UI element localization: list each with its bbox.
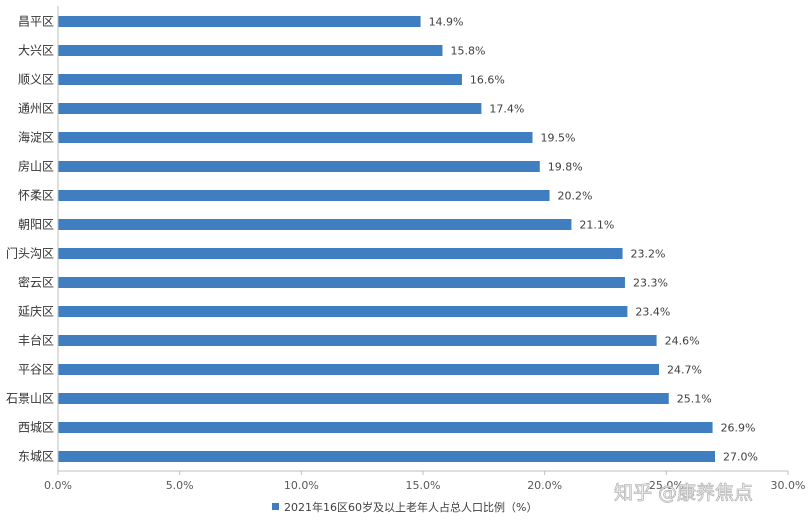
- bar: [58, 45, 443, 56]
- category-label: 昌平区: [18, 15, 54, 29]
- x-tick-label: 20.0%: [527, 479, 562, 492]
- bar: [58, 393, 669, 404]
- data-label: 14.9%: [429, 16, 464, 29]
- category-label: 平谷区: [18, 363, 54, 377]
- category-label: 石景山区: [6, 392, 54, 406]
- legend: 2021年16区60岁及以上老年人占总人口比例（%）: [272, 500, 537, 514]
- data-label: 15.8%: [450, 45, 485, 58]
- data-label: 20.2%: [558, 190, 593, 203]
- data-label: 26.9%: [721, 422, 756, 435]
- bar: [58, 132, 533, 143]
- bar: [58, 335, 657, 346]
- x-tick-label: 15.0%: [406, 479, 441, 492]
- data-label: 23.4%: [635, 306, 670, 319]
- bar: [58, 161, 540, 172]
- bar: [58, 219, 572, 230]
- bar: [58, 74, 462, 85]
- data-label: 27.0%: [723, 451, 758, 464]
- bar: [58, 248, 623, 259]
- data-label: 16.6%: [470, 74, 505, 87]
- category-label: 朝阳区: [18, 218, 54, 232]
- watermark: 知乎 @康养焦点: [614, 482, 753, 504]
- category-label: 怀柔区: [18, 189, 54, 203]
- category-label: 通州区: [18, 102, 54, 116]
- bar: [58, 451, 715, 462]
- x-tick-label: 25.0%: [649, 479, 684, 492]
- bar: [58, 364, 660, 375]
- bar: [58, 422, 713, 433]
- data-label: 19.5%: [541, 132, 576, 145]
- legend-label: 2021年16区60岁及以上老年人占总人口比例（%）: [284, 500, 537, 514]
- category-label: 海淀区: [18, 130, 54, 145]
- bar: [58, 16, 421, 27]
- data-label: 19.8%: [548, 161, 583, 174]
- bar: [58, 306, 628, 317]
- data-label: 17.4%: [489, 103, 524, 116]
- data-label: 23.2%: [631, 248, 666, 261]
- bar: [58, 103, 482, 114]
- data-label: 24.7%: [667, 364, 702, 377]
- x-tick-label: 30.0%: [771, 479, 806, 492]
- category-label: 房山区: [18, 159, 54, 174]
- x-tick-label: 5.0%: [166, 479, 194, 492]
- x-tick-label: 10.0%: [284, 479, 319, 492]
- legend-swatch: [272, 503, 279, 510]
- data-label: 24.6%: [665, 335, 700, 348]
- category-label: 顺义区: [18, 73, 54, 87]
- data-label: 23.3%: [633, 277, 668, 290]
- category-label: 西城区: [18, 421, 54, 435]
- category-label: 门头沟区: [6, 246, 54, 261]
- category-label: 丰台区: [18, 333, 54, 348]
- x-axis: 0.0% 5.0% 10.0% 15.0% 20.0% 25.0% 30.0%: [44, 6, 805, 492]
- category-label: 东城区: [18, 450, 54, 464]
- category-label: 密云区: [18, 275, 54, 290]
- x-tick-label: 0.0%: [44, 479, 72, 492]
- category-label: 大兴区: [18, 44, 54, 58]
- data-label: 25.1%: [677, 393, 712, 406]
- bar: [58, 190, 550, 201]
- bars-layer: 昌平区 14.9% 大兴区 15.8% 顺义区 16.6% 通州区 17.4% 海淀区 19.5%…: [6, 15, 758, 464]
- data-label: 21.1%: [579, 219, 614, 232]
- bar: [58, 277, 625, 288]
- category-label: 延庆区: [18, 305, 54, 319]
